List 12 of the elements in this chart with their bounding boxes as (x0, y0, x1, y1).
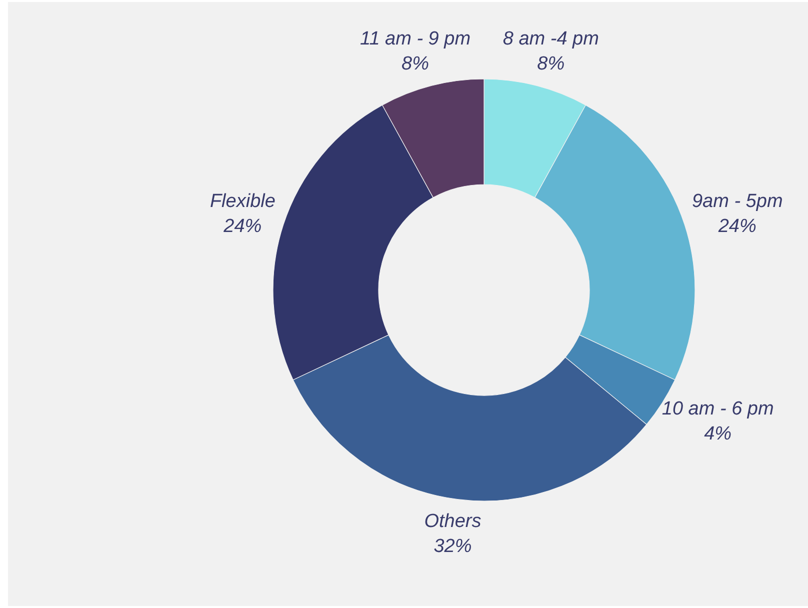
data-label: 24% (222, 216, 262, 237)
slice-label: 11 am - 9 pm (360, 28, 471, 50)
data-label: 4% (704, 424, 732, 445)
data-label: 8% (402, 54, 430, 75)
slice-label: 8 am -4 pm (502, 28, 599, 50)
data-label: 32% (434, 536, 472, 557)
slice-label: Others (424, 510, 482, 532)
data-label: 24% (717, 216, 756, 237)
slice-label: 10 am - 6 pm (662, 398, 774, 420)
data-label: 8% (537, 54, 565, 75)
slice-label: Flexible (210, 190, 276, 212)
slice-label: 9am - 5pm (692, 190, 783, 212)
